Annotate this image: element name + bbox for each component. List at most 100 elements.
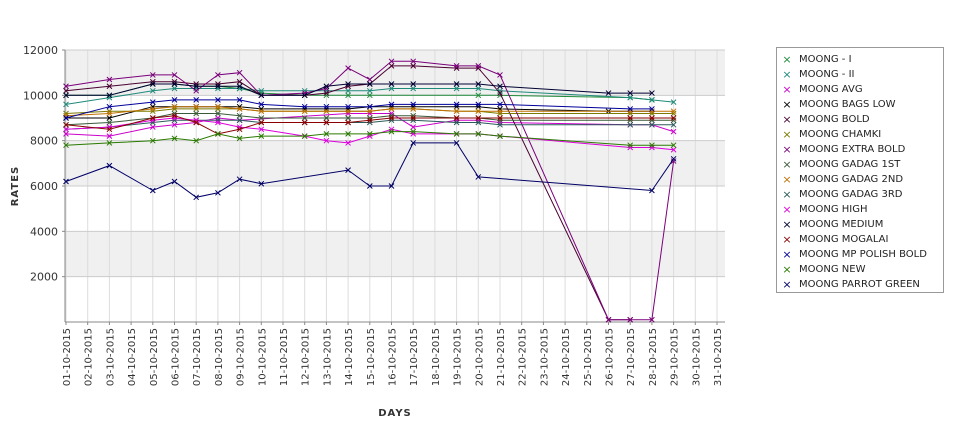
legend-marker-icon: × [782, 263, 792, 276]
data-point-marker [171, 103, 178, 110]
data-point-marker [366, 87, 373, 94]
data-point-marker [106, 115, 113, 121]
data-point-marker [670, 117, 677, 124]
legend-label: MOONG GADAG 1ST [799, 159, 901, 170]
x-tick-label: 03-10-2015 [105, 328, 116, 386]
data-point-marker [627, 316, 634, 323]
x-tick-label: 09-10-2015 [236, 328, 247, 386]
data-point-marker [323, 90, 330, 96]
data-point-marker [475, 85, 482, 92]
data-point-marker [149, 187, 156, 194]
data-point-marker [215, 189, 221, 196]
data-point-marker [497, 101, 503, 108]
data-point-marker [388, 106, 395, 112]
x-tick-labels: 01-10-2015 02-10-2015 03-10-2015 04-10-2015… [62, 322, 724, 386]
data-point-marker [366, 92, 373, 99]
data-point-marker [236, 112, 243, 119]
data-point-marker [388, 101, 395, 108]
data-point-marker [215, 110, 221, 117]
data-point-marker [670, 121, 677, 128]
legend-label: MOONG - II [799, 69, 855, 80]
data-point-marker [649, 90, 655, 96]
data-point-marker [323, 115, 330, 121]
data-point-marker [649, 144, 655, 151]
x-tick-label: 21-10-2015 [496, 328, 507, 386]
y-tick-label: 10000 [23, 89, 58, 102]
data-point-marker [649, 316, 655, 323]
legend-label: MOONG EXTRA BOLD [799, 144, 906, 155]
data-point-marker [388, 126, 395, 133]
data-point-marker [410, 117, 417, 124]
background-band [65, 186, 725, 232]
data-point-marker [258, 126, 265, 133]
data-point-marker [627, 108, 634, 115]
data-point-marker [106, 76, 113, 83]
data-point-marker [388, 58, 395, 65]
data-point-marker [258, 108, 265, 115]
data-point-marker [106, 83, 113, 90]
data-point-marker [453, 81, 460, 87]
data-point-marker [193, 119, 200, 126]
legend-label: MOONG GADAG 2ND [799, 174, 904, 185]
series-line [65, 131, 674, 146]
data-point-marker [345, 131, 351, 137]
data-point-marker [497, 106, 503, 112]
legend-item: × MOONG NEW [781, 262, 865, 277]
legend-marker-icon: × [782, 113, 792, 126]
data-point-marker [258, 101, 265, 108]
data-point-marker [627, 90, 634, 96]
data-point-marker [301, 133, 308, 139]
data-point-marker [453, 65, 460, 71]
data-point-marker [649, 142, 655, 149]
data-point-marker [106, 126, 113, 133]
legend-marker-icon: × [782, 278, 792, 291]
data-point-marker [171, 85, 178, 92]
data-point-marker [388, 115, 395, 121]
data-point-marker [171, 81, 178, 87]
data-point-marker [171, 97, 178, 103]
data-point-marker [236, 83, 243, 90]
data-point-marker [106, 133, 113, 139]
data-point-marker [345, 119, 351, 126]
data-point-marker [453, 85, 460, 92]
legend-item: × MOONG GADAG 3RD [781, 187, 902, 202]
data-point-marker [301, 119, 308, 126]
data-point-marker [323, 103, 330, 110]
data-point-marker [497, 117, 503, 124]
data-point-marker [258, 180, 265, 187]
data-point-marker [258, 133, 265, 139]
y-tick-label: 2000 [30, 271, 58, 284]
data-point-marker [649, 110, 655, 117]
data-point-marker [388, 81, 395, 87]
x-tick-label: 22-10-2015 [518, 328, 529, 386]
data-point-marker [193, 103, 200, 110]
data-point-marker [215, 97, 221, 103]
x-tick-label: 12-10-2015 [301, 328, 312, 386]
legend-label: MOONG MP POLISH BOLD [799, 249, 927, 260]
legend-item: × MOONG MEDIUM [781, 217, 883, 232]
data-point-marker [366, 103, 373, 110]
data-point-marker [410, 115, 417, 121]
data-point-marker [63, 87, 69, 94]
data-point-marker [63, 101, 69, 108]
data-point-marker [388, 63, 395, 69]
background-band [65, 276, 725, 322]
data-point-marker [453, 140, 460, 146]
legend-item: × MOONG HIGH [781, 202, 867, 217]
series-line [65, 88, 674, 105]
data-point-marker [63, 115, 69, 121]
data-point-marker [366, 108, 373, 115]
legend-item: × MOONG GADAG 1ST [781, 157, 900, 172]
data-point-marker [410, 81, 417, 87]
data-point-marker [497, 121, 503, 128]
data-point-marker [475, 108, 482, 115]
data-point-marker [475, 103, 482, 110]
data-point-marker [366, 81, 373, 87]
data-point-marker [301, 108, 308, 115]
data-point-marker [323, 119, 330, 126]
data-point-marker [453, 131, 460, 137]
x-tick-label: 17-10-2015 [409, 328, 420, 386]
data-point-marker [475, 174, 482, 180]
data-point-marker [171, 135, 178, 142]
series-group [63, 97, 655, 121]
